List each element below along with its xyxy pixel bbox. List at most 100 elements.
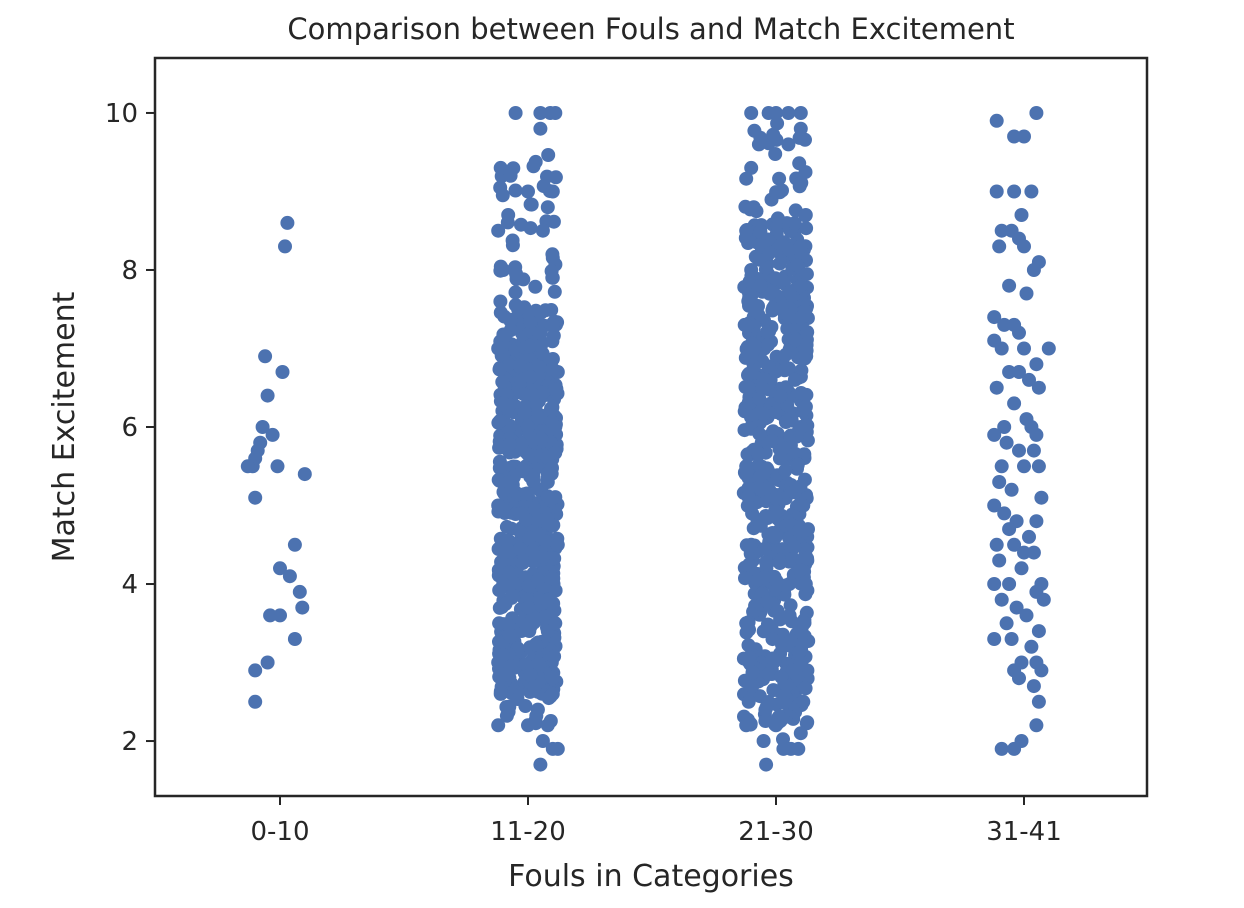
- y-tick-label: 6: [121, 413, 138, 443]
- data-point: [530, 702, 545, 717]
- data-point: [265, 427, 280, 442]
- y-tick-label: 4: [121, 570, 138, 600]
- data-point: [769, 573, 784, 588]
- data-point: [528, 637, 543, 652]
- data-point: [739, 616, 754, 631]
- data-point: [782, 285, 797, 300]
- data-point: [521, 305, 536, 320]
- data-point: [523, 339, 537, 354]
- x-tick-label: 11-20: [490, 817, 566, 847]
- data-point: [512, 523, 527, 538]
- data-point: [773, 389, 788, 404]
- data-point: [499, 533, 514, 548]
- data-point: [287, 632, 302, 646]
- data-point: [768, 491, 783, 506]
- data-point: [1017, 545, 1031, 560]
- y-axis-label: Match Excitement: [47, 291, 82, 562]
- data-point: [753, 237, 768, 252]
- data-point: [1009, 600, 1024, 615]
- data-point: [493, 686, 508, 701]
- data-point: [798, 341, 813, 356]
- data-point: [783, 633, 798, 648]
- data-point: [282, 569, 297, 584]
- data-point: [1014, 208, 1029, 222]
- data-point: [793, 121, 808, 136]
- data-point: [1004, 632, 1019, 646]
- data-point: [540, 592, 555, 607]
- data-point: [533, 326, 548, 341]
- y-tick-label: 8: [121, 256, 138, 286]
- data-point: [760, 324, 774, 339]
- data-point: [741, 638, 756, 653]
- data-point: [502, 437, 517, 452]
- data-point: [508, 183, 523, 198]
- data-point: [1007, 537, 1022, 552]
- data-point: [533, 757, 548, 772]
- data-point: [495, 374, 510, 389]
- data-point: [787, 216, 802, 231]
- data-point: [502, 565, 516, 580]
- data-point: [1002, 522, 1017, 537]
- data-point: [799, 221, 814, 236]
- data-point: [506, 576, 521, 590]
- data-point: [1034, 490, 1049, 505]
- data-point: [768, 530, 783, 545]
- data-point: [534, 432, 549, 447]
- data-point: [1012, 671, 1026, 686]
- data-point: [273, 608, 287, 623]
- data-point: [1024, 639, 1039, 654]
- data-point: [754, 381, 769, 395]
- data-point: [788, 333, 803, 348]
- data-point: [769, 106, 783, 120]
- data-point: [778, 415, 793, 429]
- data-point: [1036, 592, 1051, 607]
- data-point: [1029, 357, 1044, 372]
- data-point: [547, 649, 562, 664]
- data-point: [550, 365, 565, 379]
- data-point: [746, 200, 761, 215]
- data-point: [792, 524, 807, 539]
- data-point: [773, 612, 788, 627]
- data-point: [1031, 694, 1046, 709]
- data-point: [1034, 663, 1049, 678]
- data-point: [762, 246, 777, 261]
- data-points: [240, 106, 1056, 772]
- data-point: [548, 382, 563, 397]
- data-point: [790, 457, 805, 472]
- data-point: [793, 655, 808, 670]
- data-point: [519, 512, 534, 527]
- data-point: [999, 616, 1014, 631]
- data-point: [545, 686, 560, 701]
- x-tick-label: 31-41: [986, 817, 1062, 847]
- data-point: [997, 317, 1012, 332]
- data-point: [758, 714, 773, 728]
- data-point: [742, 298, 756, 313]
- data-point: [765, 632, 780, 647]
- data-point: [1002, 577, 1017, 591]
- data-point: [499, 519, 514, 534]
- data-point: [280, 215, 295, 230]
- data-point: [545, 184, 560, 199]
- data-point: [263, 608, 278, 623]
- data-point: [1012, 443, 1026, 458]
- data-point: [515, 462, 530, 477]
- data-point: [541, 148, 556, 162]
- data-point: [514, 436, 529, 451]
- data-point: [535, 734, 550, 748]
- data-point: [523, 221, 538, 236]
- data-point: [546, 571, 561, 586]
- data-point: [769, 505, 784, 519]
- data-point: [740, 498, 755, 513]
- data-point: [297, 467, 312, 482]
- data-point: [739, 171, 754, 186]
- data-point: [741, 654, 756, 669]
- data-point: [511, 302, 526, 317]
- data-point: [987, 427, 1002, 442]
- data-point: [492, 362, 507, 377]
- data-point: [545, 317, 560, 332]
- data-point: [513, 542, 528, 556]
- data-point: [793, 726, 808, 741]
- data-point: [1022, 529, 1036, 544]
- data-point: [521, 447, 535, 462]
- data-point: [750, 446, 765, 460]
